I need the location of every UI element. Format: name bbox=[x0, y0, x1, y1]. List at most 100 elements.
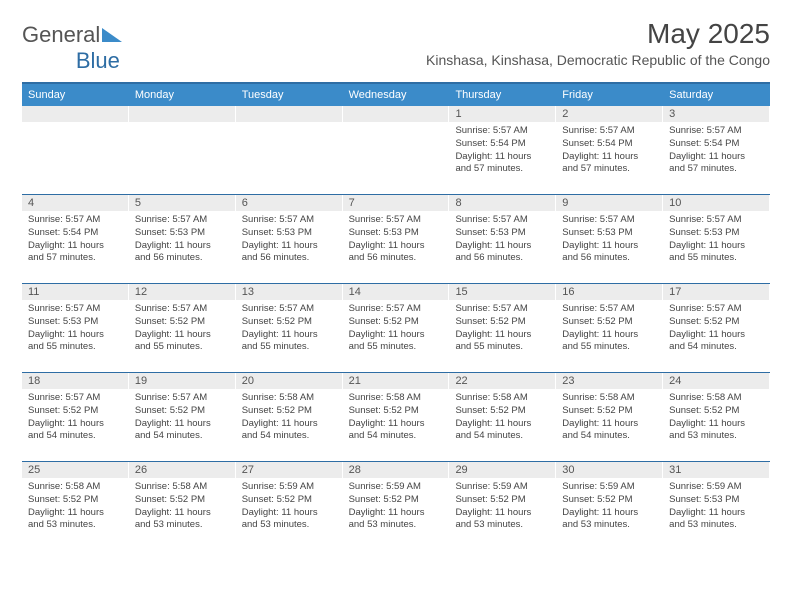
day-line: and 53 minutes. bbox=[349, 519, 443, 532]
day-cell: 14Sunrise: 5:57 AMSunset: 5:52 PMDayligh… bbox=[343, 284, 450, 372]
day-line: Sunrise: 5:57 AM bbox=[562, 214, 656, 227]
day-body: Sunrise: 5:57 AMSunset: 5:52 PMDaylight:… bbox=[556, 300, 662, 359]
day-line: and 55 minutes. bbox=[135, 341, 229, 354]
day-line: and 56 minutes. bbox=[242, 252, 336, 265]
day-line: Sunset: 5:52 PM bbox=[349, 316, 443, 329]
day-body: Sunrise: 5:57 AMSunset: 5:52 PMDaylight:… bbox=[236, 300, 342, 359]
day-line: Daylight: 11 hours bbox=[455, 151, 549, 164]
day-line: Sunset: 5:52 PM bbox=[135, 316, 229, 329]
day-line: Sunrise: 5:57 AM bbox=[562, 125, 656, 138]
day-line: Sunset: 5:53 PM bbox=[349, 227, 443, 240]
day-number: 26 bbox=[129, 462, 235, 478]
day-number: 27 bbox=[236, 462, 342, 478]
day-number: 9 bbox=[556, 195, 662, 211]
day-line: Sunrise: 5:57 AM bbox=[135, 303, 229, 316]
day-line: Sunset: 5:54 PM bbox=[562, 138, 656, 151]
day-number: 21 bbox=[343, 373, 449, 389]
day-number: 22 bbox=[449, 373, 555, 389]
day-cell: 23Sunrise: 5:58 AMSunset: 5:52 PMDayligh… bbox=[556, 373, 663, 461]
day-line: Daylight: 11 hours bbox=[349, 418, 443, 431]
day-line: Sunrise: 5:57 AM bbox=[242, 214, 336, 227]
day-line: Sunrise: 5:57 AM bbox=[28, 214, 122, 227]
day-line: Sunset: 5:54 PM bbox=[28, 227, 122, 240]
day-number bbox=[22, 106, 128, 122]
day-cell: 26Sunrise: 5:58 AMSunset: 5:52 PMDayligh… bbox=[129, 462, 236, 550]
day-line: Daylight: 11 hours bbox=[28, 329, 122, 342]
day-cell: 5Sunrise: 5:57 AMSunset: 5:53 PMDaylight… bbox=[129, 195, 236, 283]
day-cell: 17Sunrise: 5:57 AMSunset: 5:52 PMDayligh… bbox=[663, 284, 770, 372]
day-line: Daylight: 11 hours bbox=[669, 418, 763, 431]
week-row: 4Sunrise: 5:57 AMSunset: 5:54 PMDaylight… bbox=[22, 195, 770, 284]
day-line: and 54 minutes. bbox=[135, 430, 229, 443]
day-line: Sunrise: 5:57 AM bbox=[669, 303, 763, 316]
day-cell: 2Sunrise: 5:57 AMSunset: 5:54 PMDaylight… bbox=[556, 106, 663, 194]
day-line: and 53 minutes. bbox=[135, 519, 229, 532]
day-line: Sunset: 5:52 PM bbox=[135, 494, 229, 507]
day-body bbox=[129, 122, 235, 130]
day-body: Sunrise: 5:57 AMSunset: 5:53 PMDaylight:… bbox=[343, 211, 449, 270]
day-body: Sunrise: 5:57 AMSunset: 5:52 PMDaylight:… bbox=[129, 389, 235, 448]
day-body: Sunrise: 5:59 AMSunset: 5:53 PMDaylight:… bbox=[663, 478, 769, 537]
day-number: 3 bbox=[663, 106, 769, 122]
day-number: 28 bbox=[343, 462, 449, 478]
day-line: and 57 minutes. bbox=[28, 252, 122, 265]
day-number: 13 bbox=[236, 284, 342, 300]
day-body bbox=[22, 122, 128, 130]
calendar: SundayMondayTuesdayWednesdayThursdayFrid… bbox=[22, 82, 770, 550]
day-cell: 15Sunrise: 5:57 AMSunset: 5:52 PMDayligh… bbox=[449, 284, 556, 372]
day-cell: 10Sunrise: 5:57 AMSunset: 5:53 PMDayligh… bbox=[663, 195, 770, 283]
week-row: 18Sunrise: 5:57 AMSunset: 5:52 PMDayligh… bbox=[22, 373, 770, 462]
day-line: Sunrise: 5:58 AM bbox=[28, 481, 122, 494]
day-number: 12 bbox=[129, 284, 235, 300]
day-body: Sunrise: 5:57 AMSunset: 5:54 PMDaylight:… bbox=[663, 122, 769, 181]
day-cell: 12Sunrise: 5:57 AMSunset: 5:52 PMDayligh… bbox=[129, 284, 236, 372]
day-line: Daylight: 11 hours bbox=[135, 418, 229, 431]
day-body: Sunrise: 5:59 AMSunset: 5:52 PMDaylight:… bbox=[449, 478, 555, 537]
weekday-header: Friday bbox=[556, 84, 663, 106]
day-number: 31 bbox=[663, 462, 769, 478]
day-number bbox=[129, 106, 235, 122]
day-line: Daylight: 11 hours bbox=[349, 240, 443, 253]
day-line: Sunrise: 5:59 AM bbox=[349, 481, 443, 494]
day-cell: 29Sunrise: 5:59 AMSunset: 5:52 PMDayligh… bbox=[449, 462, 556, 550]
day-body: Sunrise: 5:59 AMSunset: 5:52 PMDaylight:… bbox=[343, 478, 449, 537]
brand-logo: General bbox=[22, 18, 123, 48]
day-line: Sunset: 5:52 PM bbox=[28, 494, 122, 507]
day-body: Sunrise: 5:58 AMSunset: 5:52 PMDaylight:… bbox=[663, 389, 769, 448]
day-cell: 22Sunrise: 5:58 AMSunset: 5:52 PMDayligh… bbox=[449, 373, 556, 461]
day-number: 1 bbox=[449, 106, 555, 122]
day-line: Daylight: 11 hours bbox=[562, 240, 656, 253]
day-line: and 55 minutes. bbox=[455, 341, 549, 354]
day-line: and 53 minutes. bbox=[669, 430, 763, 443]
day-line: and 54 minutes. bbox=[562, 430, 656, 443]
day-body: Sunrise: 5:58 AMSunset: 5:52 PMDaylight:… bbox=[556, 389, 662, 448]
day-line: Sunrise: 5:57 AM bbox=[135, 214, 229, 227]
day-body: Sunrise: 5:58 AMSunset: 5:52 PMDaylight:… bbox=[449, 389, 555, 448]
day-cell: 4Sunrise: 5:57 AMSunset: 5:54 PMDaylight… bbox=[22, 195, 129, 283]
day-body bbox=[343, 122, 449, 130]
weekday-header: Wednesday bbox=[343, 84, 450, 106]
day-body: Sunrise: 5:57 AMSunset: 5:53 PMDaylight:… bbox=[449, 211, 555, 270]
weekday-header: Sunday bbox=[22, 84, 129, 106]
day-body: Sunrise: 5:57 AMSunset: 5:54 PMDaylight:… bbox=[22, 211, 128, 270]
day-line: Daylight: 11 hours bbox=[28, 507, 122, 520]
day-line: Sunrise: 5:57 AM bbox=[562, 303, 656, 316]
day-body: Sunrise: 5:57 AMSunset: 5:53 PMDaylight:… bbox=[236, 211, 342, 270]
day-line: and 54 minutes. bbox=[669, 341, 763, 354]
day-line: Sunrise: 5:57 AM bbox=[669, 214, 763, 227]
day-line: Sunset: 5:52 PM bbox=[562, 405, 656, 418]
day-body bbox=[236, 122, 342, 130]
day-line: and 57 minutes. bbox=[562, 163, 656, 176]
day-number: 4 bbox=[22, 195, 128, 211]
day-body: Sunrise: 5:57 AMSunset: 5:54 PMDaylight:… bbox=[556, 122, 662, 181]
day-line: Sunrise: 5:58 AM bbox=[135, 481, 229, 494]
day-number: 5 bbox=[129, 195, 235, 211]
day-line: and 54 minutes. bbox=[455, 430, 549, 443]
day-body: Sunrise: 5:57 AMSunset: 5:53 PMDaylight:… bbox=[556, 211, 662, 270]
day-number bbox=[343, 106, 449, 122]
day-line: Sunset: 5:53 PM bbox=[242, 227, 336, 240]
day-body: Sunrise: 5:59 AMSunset: 5:52 PMDaylight:… bbox=[236, 478, 342, 537]
day-cell: 21Sunrise: 5:58 AMSunset: 5:52 PMDayligh… bbox=[343, 373, 450, 461]
day-line: Daylight: 11 hours bbox=[562, 418, 656, 431]
week-row: 1Sunrise: 5:57 AMSunset: 5:54 PMDaylight… bbox=[22, 106, 770, 195]
